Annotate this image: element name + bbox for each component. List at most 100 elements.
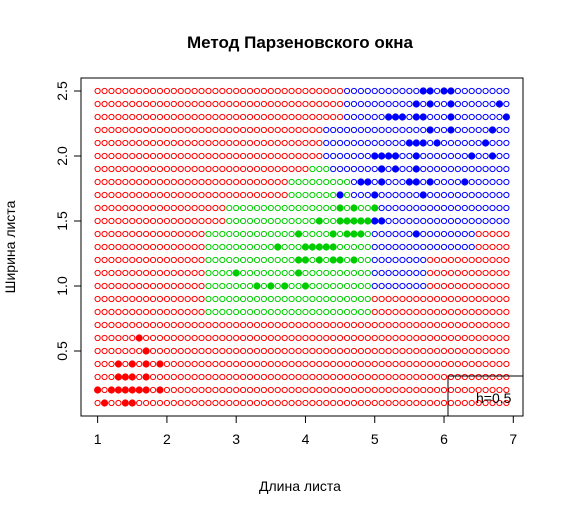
- grid-point: [440, 243, 448, 251]
- grid-point: [454, 373, 461, 381]
- grid-point: [433, 334, 441, 342]
- grid-point: [184, 243, 191, 251]
- grid-point: [267, 152, 274, 160]
- training-point: [336, 191, 344, 199]
- grid-point: [163, 321, 171, 329]
- grid-point: [357, 269, 364, 277]
- grid-point: [122, 334, 129, 342]
- grid-point: [253, 178, 261, 186]
- grid-point: [191, 139, 198, 147]
- grid-point: [267, 178, 274, 186]
- grid-point: [302, 217, 309, 225]
- grid-point: [122, 87, 129, 95]
- grid-point: [330, 139, 337, 147]
- training-point: [274, 243, 282, 251]
- grid-point: [253, 360, 261, 368]
- grid-point: [226, 282, 233, 290]
- training-point: [121, 399, 129, 407]
- grid-point: [184, 321, 191, 329]
- grid-point: [212, 165, 219, 173]
- grid-point: [212, 282, 219, 290]
- grid-point: [156, 399, 164, 407]
- grid-point: [364, 321, 371, 329]
- grid-point: [461, 113, 468, 121]
- grid-point: [461, 334, 468, 342]
- grid-point: [177, 334, 184, 342]
- grid-point: [219, 386, 226, 394]
- grid-point: [337, 373, 344, 381]
- grid-point: [184, 139, 191, 147]
- grid-point: [337, 334, 344, 342]
- grid-point: [489, 386, 496, 394]
- grid-point: [454, 126, 461, 134]
- grid-point: [406, 308, 413, 316]
- grid-point: [399, 100, 406, 108]
- grid-point: [253, 243, 261, 251]
- grid-point: [184, 100, 191, 108]
- training-point: [114, 360, 123, 368]
- grid-point: [413, 282, 420, 290]
- grid-point: [385, 295, 392, 303]
- grid-point: [115, 126, 122, 134]
- grid-point: [143, 100, 150, 108]
- grid-point: [323, 373, 330, 381]
- grid-point: [156, 321, 164, 329]
- grid-point: [170, 126, 177, 134]
- grid-point: [330, 399, 337, 407]
- grid-point: [149, 191, 157, 199]
- grid-point: [260, 334, 267, 342]
- grid-point: [385, 282, 392, 290]
- grid-point: [129, 113, 136, 121]
- grid-point: [288, 321, 295, 329]
- grid-point: [122, 204, 129, 212]
- classification-grid: [94, 87, 510, 407]
- grid-point: [240, 386, 247, 394]
- grid-point: [101, 269, 108, 277]
- grid-point: [433, 191, 441, 199]
- grid-point: [343, 282, 351, 290]
- grid-point: [316, 282, 323, 290]
- grid-point: [343, 139, 351, 147]
- grid-point: [129, 165, 136, 173]
- grid-point: [149, 321, 157, 329]
- grid-point: [94, 321, 101, 329]
- grid-point: [343, 347, 351, 355]
- grid-point: [226, 334, 233, 342]
- grid-point: [364, 347, 371, 355]
- grid-point: [482, 217, 489, 225]
- grid-point: [364, 152, 371, 160]
- grid-point: [392, 295, 399, 303]
- grid-point: [427, 243, 434, 251]
- grid-point: [496, 269, 503, 277]
- grid-point: [475, 399, 482, 407]
- grid-point: [371, 321, 378, 329]
- grid-point: [350, 373, 358, 381]
- grid-point: [309, 178, 316, 186]
- grid-point: [496, 152, 503, 160]
- grid-point: [212, 152, 219, 160]
- grid-point: [309, 204, 316, 212]
- training-point: [350, 256, 358, 264]
- grid-point: [406, 399, 413, 407]
- grid-point: [115, 295, 122, 303]
- grid-point: [101, 282, 108, 290]
- grid-point: [350, 100, 358, 108]
- grid-point: [323, 386, 330, 394]
- grid-point: [184, 269, 191, 277]
- grid-point: [482, 295, 489, 303]
- grid-point: [136, 373, 143, 381]
- grid-point: [413, 204, 420, 212]
- grid-point: [177, 100, 184, 108]
- grid-point: [454, 269, 461, 277]
- grid-point: [420, 204, 427, 212]
- grid-point: [323, 139, 330, 147]
- grid-point: [323, 191, 330, 199]
- grid-point: [323, 399, 330, 407]
- grid-point: [212, 308, 219, 316]
- grid-point: [246, 152, 254, 160]
- grid-point: [447, 360, 455, 368]
- grid-point: [115, 282, 122, 290]
- grid-point: [427, 204, 434, 212]
- grid-point: [378, 347, 385, 355]
- training-point: [371, 204, 379, 212]
